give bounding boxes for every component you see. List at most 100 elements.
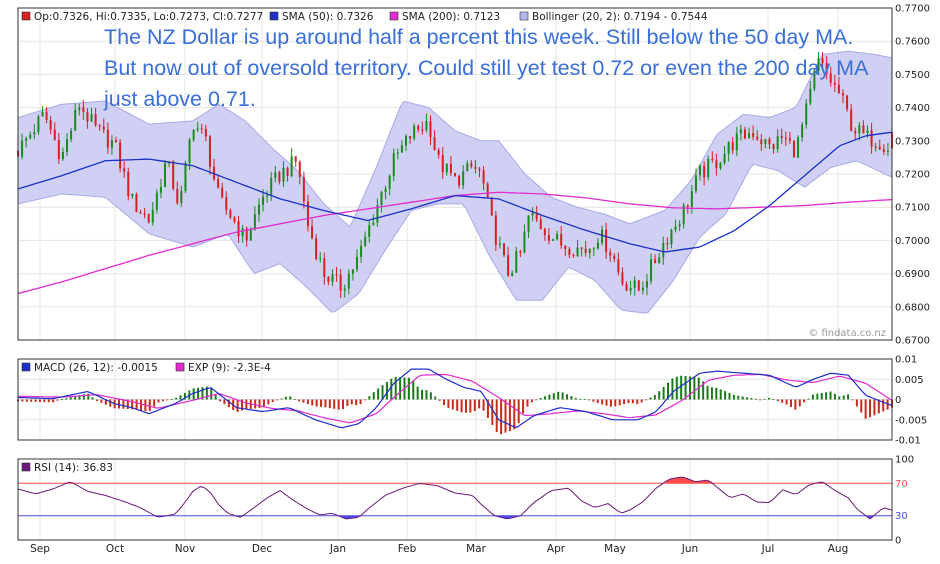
macd-histogram-bar [337,399,340,410]
y-tick-label: 0.6800 [895,302,930,313]
y-tick-label: 0.7400 [895,103,930,114]
candle-body [645,281,648,288]
macd-histogram-bar [851,399,854,401]
candle-body [748,133,751,139]
candle-body [184,162,187,192]
macd-histogram-bar [280,398,283,400]
candle-body [743,129,746,139]
macd-histogram-bar [30,399,33,402]
candle-body [425,121,428,131]
macd-histogram-bar [284,396,287,400]
x-tick-label: Jun [681,543,698,555]
macd-histogram-bar [820,392,823,400]
macd-histogram-bar [219,399,222,402]
candle-body [331,274,334,282]
legend-swatch [175,362,185,372]
macd-histogram-bar [561,392,564,400]
legend-label: Op:0.7326, Hi:0.7335, Lo:0.7273, Cl:0.72… [34,11,263,23]
macd-histogram-bar [47,399,50,403]
candle-body [511,272,514,276]
macd-histogram-bar [52,399,55,403]
macd-histogram-bar [601,399,604,405]
candle-body [637,280,640,291]
candle-body [703,165,706,178]
candle-body [584,248,587,253]
candle-body [302,177,305,202]
plot-background [18,459,892,540]
legend-label: SMA (200): 0.7123 [402,11,500,23]
legend-swatch [269,11,279,21]
candle-body [343,288,346,291]
candle-body [507,255,510,276]
candle-body [21,140,24,157]
macd-histogram-bar [131,399,134,410]
macd-histogram-bar [829,391,832,400]
candle-body [633,280,636,288]
macd-histogram-bar [688,376,691,400]
candle-body [409,135,412,139]
candle-body [106,129,109,148]
macd-histogram-bar [407,377,410,400]
candle-body [543,229,546,236]
candle-body [229,210,232,218]
candle-body [813,70,816,89]
y-tick-label: 0.6900 [895,269,930,280]
candle-body [274,172,277,178]
macd-histogram-bar [530,399,533,403]
macd-line [17,368,893,429]
candle-body [523,231,526,253]
macd-histogram-bar [715,387,718,400]
y-tick-label: 30 [895,511,908,522]
macd-histogram-bar [320,399,323,407]
macd-histogram-bar [25,399,28,402]
candle-body [792,140,795,158]
y-tick-label: 0 [895,536,901,547]
macd-histogram-bar [855,399,858,407]
candle-body [625,283,628,291]
macd-histogram-bar [276,399,279,401]
candle-body [25,138,28,141]
macd-histogram-bar [754,398,757,400]
candle-body [727,142,730,154]
macd-histogram-bar [473,399,476,412]
y-tick-label: 0.01 [895,355,917,366]
candle-body [266,195,269,197]
macd-histogram-bar [65,398,68,400]
macd-histogram-bar [680,375,683,400]
candle-body [306,201,309,227]
macd-histogram-bar [807,398,810,400]
panel-border [17,458,893,541]
x-tick-label: Dec [252,543,273,555]
macd-histogram-bar [157,399,160,403]
candle-body [86,112,89,122]
macd-histogram-bar [368,396,371,400]
macd-histogram-bar [153,399,156,407]
candle-body [768,139,771,145]
y-tick-label: 0.005 [895,375,924,386]
macd-histogram-bar [245,399,248,410]
macd-histogram-bar [886,399,889,410]
candle-body [801,124,804,138]
macd-histogram-bar [539,397,542,400]
macd-histogram-bar [74,396,77,400]
macd-histogram-bar [214,394,217,400]
candle-body [466,163,469,172]
macd-histogram-bar [706,385,709,400]
candle-body [486,183,489,198]
macd-panel: 0.01 0.005 0 -0.005 -0.01 MACD (26, 12): -0.0… [17,355,927,447]
candle-body [494,215,497,245]
macd-histogram-bar [342,399,345,409]
macd-histogram-bar [179,395,182,400]
candle-body [262,196,265,205]
macd-histogram-bar [869,399,872,418]
candle-body [33,132,36,135]
macd-histogram-bar [789,399,792,407]
macd-histogram-bar [104,399,107,405]
candle-body [131,193,134,197]
candle-body [470,163,473,167]
y-tick-label: 0.7300 [895,136,930,147]
legend-label: SMA (50): 0.7326 [282,11,374,23]
candle-body [482,170,485,184]
candle-body [784,138,787,140]
macd-histogram-bar [394,376,397,400]
